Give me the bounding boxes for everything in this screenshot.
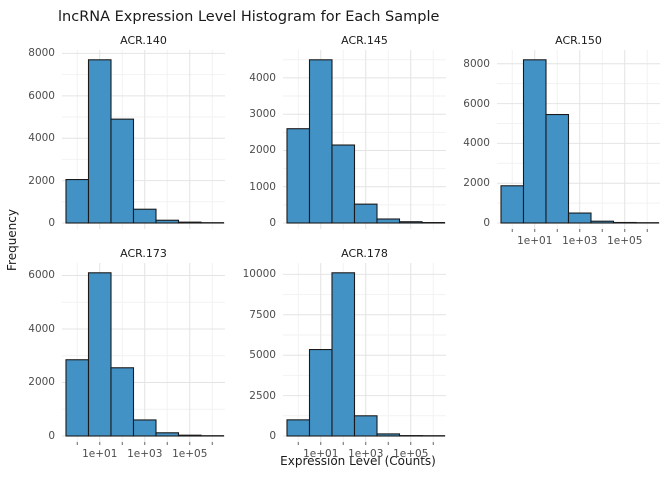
x-tick-label: 1e+01 bbox=[82, 448, 118, 460]
y-tick-label: 6000 bbox=[28, 269, 55, 282]
y-tick-label: 0 bbox=[48, 217, 55, 229]
histogram-bar bbox=[308, 348, 333, 437]
histogram-bar bbox=[177, 434, 202, 437]
histogram-bar bbox=[376, 433, 401, 437]
y-tick-label: 2000 bbox=[249, 144, 276, 157]
histogram-bar bbox=[522, 59, 547, 224]
x-tick-label: 1e+05 bbox=[607, 235, 643, 247]
histogram-bar bbox=[308, 59, 333, 224]
histogram-bar bbox=[65, 359, 90, 437]
facet-panel-ACR.145: ACR.145 0 1000 2000 3000 4000 bbox=[238, 34, 446, 253]
y-tick-label: 0 bbox=[269, 430, 276, 442]
facet-plot-area-ACR.145 bbox=[283, 50, 446, 229]
histogram-bar bbox=[155, 219, 180, 224]
facet-title: ACR.150 bbox=[555, 34, 602, 47]
y-tick-label: 6000 bbox=[28, 89, 55, 102]
facet-title: ACR.173 bbox=[120, 247, 167, 260]
histogram-bar bbox=[110, 118, 135, 224]
histogram-bar bbox=[65, 178, 90, 224]
x-tick-label: 1e+03 bbox=[127, 448, 163, 460]
facet-panel-ACR.150: ACR.150 0 2000 4000 6000 8000 1e+01 1e+03 1e+05 bbox=[452, 34, 660, 253]
y-tick-label: 5000 bbox=[249, 349, 276, 362]
y-tick-label: 3000 bbox=[249, 108, 276, 121]
histogram-bar bbox=[132, 208, 157, 224]
histogram-bar bbox=[353, 203, 378, 224]
histogram-bar bbox=[110, 367, 135, 437]
y-tick-label: 4000 bbox=[28, 132, 55, 145]
facet-plot-area-ACR.140 bbox=[62, 50, 225, 229]
histogram-bar bbox=[545, 113, 570, 224]
facet-panel-ACR.173: ACR.173 0 2000 4000 6000 1e+01 1e+03 1e+05 bbox=[17, 247, 225, 466]
histogram-bar bbox=[353, 415, 378, 437]
facet-plot-area-ACR.178 bbox=[283, 263, 446, 445]
y-tick-label: 0 bbox=[483, 217, 490, 229]
histogram-bar bbox=[87, 59, 112, 224]
x-tick-label: 1e+01 bbox=[517, 235, 553, 247]
y-tick-label: 4000 bbox=[28, 322, 55, 335]
histogram-bar bbox=[286, 128, 311, 224]
y-tick-label: 4000 bbox=[463, 137, 490, 150]
histogram-bar bbox=[132, 419, 157, 437]
x-tick-label: 1e+05 bbox=[393, 448, 429, 460]
y-tick-label: 2000 bbox=[463, 177, 490, 190]
chart-title: lncRNA Expression Level Histogram for Ea… bbox=[58, 9, 440, 25]
facet-plot-area-ACR.150 bbox=[497, 50, 660, 232]
y-tick-label: 0 bbox=[269, 217, 276, 229]
histogram-bar bbox=[331, 272, 356, 437]
y-tick-label: 2500 bbox=[249, 389, 276, 402]
y-tick-label: 4000 bbox=[249, 71, 276, 84]
x-tick-label: 1e+03 bbox=[348, 448, 384, 460]
histogram-bar bbox=[286, 419, 311, 437]
histogram-bar bbox=[567, 212, 592, 224]
facet-panel-ACR.140: ACR.140 0 2000 4000 6000 8000 bbox=[17, 34, 225, 253]
y-tick-label: 10000 bbox=[242, 268, 276, 281]
histogram-bar bbox=[331, 144, 356, 224]
y-tick-label: 7500 bbox=[249, 308, 276, 321]
facet-title: ACR.178 bbox=[341, 247, 388, 260]
y-tick-label: 8000 bbox=[28, 47, 55, 60]
histogram-bar bbox=[590, 220, 615, 224]
y-tick-label: 1000 bbox=[249, 180, 276, 193]
x-axis-title: Expression Level (Counts) bbox=[280, 454, 436, 468]
histogram-bar bbox=[87, 272, 112, 437]
x-tick-label: 1e+03 bbox=[562, 235, 598, 247]
y-tick-label: 6000 bbox=[463, 97, 490, 110]
y-tick-label: 2000 bbox=[28, 174, 55, 187]
x-tick-label: 1e+05 bbox=[172, 448, 208, 460]
histogram-bar bbox=[376, 218, 401, 224]
facet-title: ACR.140 bbox=[120, 34, 167, 47]
y-tick-label: 0 bbox=[48, 430, 55, 442]
facet-plot-area-ACR.173 bbox=[62, 263, 225, 445]
histogram-bar bbox=[155, 432, 180, 437]
histogram-bar bbox=[500, 185, 525, 224]
histogram-bar bbox=[177, 221, 202, 224]
facet-title: ACR.145 bbox=[341, 34, 388, 47]
facet-panel-ACR.178: ACR.178 0 2500 5000 7500 10000 1e+01 1e+03 1e+05 bbox=[238, 247, 446, 466]
x-tick-label: 1e+01 bbox=[303, 448, 339, 460]
y-tick-label: 8000 bbox=[463, 57, 490, 70]
y-tick-label: 2000 bbox=[28, 376, 55, 389]
histogram-bar bbox=[398, 221, 423, 224]
